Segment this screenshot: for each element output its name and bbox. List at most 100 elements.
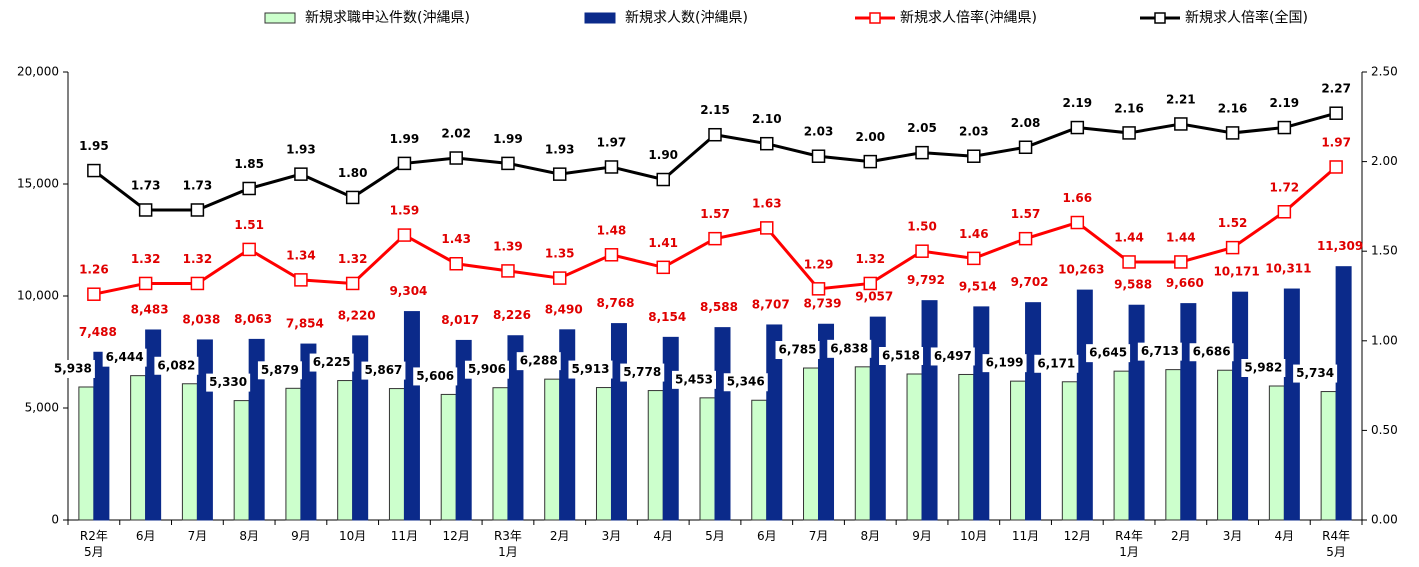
value-label: 1.48 xyxy=(597,223,627,237)
legend-label: 新規求職申込件数(沖縄県) xyxy=(305,10,470,26)
bar xyxy=(559,329,576,521)
value-label: 1.66 xyxy=(1063,191,1093,205)
value-label: 1.97 xyxy=(1321,135,1351,149)
value-label: 1.51 xyxy=(234,218,264,232)
marker xyxy=(345,190,360,205)
bar xyxy=(78,386,95,521)
value-label: 1.72 xyxy=(1270,180,1300,194)
y2-tick-label: 0.50 xyxy=(1371,423,1398,437)
bar xyxy=(610,323,627,521)
label-bg xyxy=(206,373,251,392)
bar xyxy=(1165,369,1182,521)
bar xyxy=(906,373,923,521)
value-label: 1.73 xyxy=(131,178,161,192)
label-bg xyxy=(50,359,95,378)
marker xyxy=(552,167,567,181)
x-tick-label: 11月 xyxy=(1012,529,1039,543)
value-label: 5,938 xyxy=(54,361,92,375)
value-label: 1.46 xyxy=(959,227,989,241)
label-bg xyxy=(1086,344,1131,363)
marker xyxy=(397,228,412,242)
x-tick-label: 6月 xyxy=(136,529,156,543)
value-label: 2.03 xyxy=(959,125,989,139)
x-tick-label: 7月 xyxy=(188,529,208,543)
bar xyxy=(337,380,354,521)
label-bg xyxy=(1293,364,1338,383)
bar xyxy=(751,399,768,521)
marker xyxy=(242,181,256,196)
value-label: 5,606 xyxy=(416,369,454,383)
label-bg xyxy=(361,361,406,380)
marker xyxy=(1225,240,1240,255)
bar xyxy=(300,343,317,521)
bar xyxy=(145,329,162,521)
value-label: 9,057 xyxy=(855,290,893,304)
x-tick-label: R2年 5月 xyxy=(80,529,108,559)
value-label: 6,838 xyxy=(830,341,868,355)
bar xyxy=(403,311,420,521)
value-label: 6,444 xyxy=(106,350,144,364)
value-label: 1.26 xyxy=(79,263,109,277)
marker xyxy=(656,260,670,275)
marker xyxy=(397,156,412,171)
value-label: 9,304 xyxy=(389,284,427,298)
bar xyxy=(1128,304,1145,521)
value-label: 5,453 xyxy=(675,372,713,386)
marker xyxy=(760,136,774,151)
value-label: 10,311 xyxy=(1265,262,1311,276)
value-label: 1.95 xyxy=(79,139,109,153)
legend-label: 新規求人倍率(全国) xyxy=(1185,9,1308,26)
marker xyxy=(190,203,205,217)
value-label: 5,906 xyxy=(468,362,506,376)
marker xyxy=(1329,106,1343,120)
value-label: 1.32 xyxy=(338,252,368,266)
marker xyxy=(242,242,256,257)
bar xyxy=(492,387,509,521)
value-label: 6,518 xyxy=(882,348,920,362)
value-label: 1.29 xyxy=(804,257,834,271)
value-label: 1.59 xyxy=(390,204,420,218)
x-tick-label: 3月 xyxy=(1223,529,1243,543)
value-label: 1.99 xyxy=(390,132,420,146)
y2-tick-label: 2.00 xyxy=(1371,154,1398,168)
value-label: 5,982 xyxy=(1244,361,1282,375)
bar xyxy=(1061,381,1078,521)
value-label: 1.32 xyxy=(131,252,161,266)
value-label: 8,739 xyxy=(804,297,842,311)
value-label: 6,713 xyxy=(1141,344,1179,358)
bar xyxy=(1268,385,1285,521)
marker xyxy=(604,160,619,174)
label-bg xyxy=(775,341,820,360)
bar xyxy=(1010,380,1027,521)
marker xyxy=(863,154,878,169)
legend-marker xyxy=(869,12,881,24)
value-label: 1.80 xyxy=(338,166,368,180)
marker xyxy=(760,221,774,235)
bar xyxy=(352,335,369,521)
value-label: 6,171 xyxy=(1037,356,1075,370)
x-tick-label: 11月 xyxy=(391,529,418,543)
x-tick-label: 2月 xyxy=(1171,529,1191,543)
bar xyxy=(766,324,783,521)
label-bg xyxy=(723,373,768,392)
value-label: 8,483 xyxy=(131,302,169,316)
bar xyxy=(455,339,472,521)
value-label: 5,734 xyxy=(1296,366,1334,380)
label-bg xyxy=(309,353,354,372)
marker xyxy=(87,163,101,178)
marker xyxy=(708,127,722,142)
marker xyxy=(915,244,929,258)
legend-swatch xyxy=(264,12,296,24)
bar xyxy=(93,351,110,521)
value-label: 2.00 xyxy=(855,130,885,144)
value-label: 8,768 xyxy=(596,296,634,310)
marker xyxy=(656,172,670,187)
value-label: 10,171 xyxy=(1213,265,1259,279)
value-label: 9,702 xyxy=(1011,275,1049,289)
value-label: 1.85 xyxy=(234,157,264,171)
value-label: 7,488 xyxy=(79,325,117,339)
value-label: 6,199 xyxy=(986,356,1024,370)
value-label: 5,346 xyxy=(727,375,765,389)
x-tick-label: 10月 xyxy=(960,529,987,543)
value-label: 1.99 xyxy=(493,132,523,146)
